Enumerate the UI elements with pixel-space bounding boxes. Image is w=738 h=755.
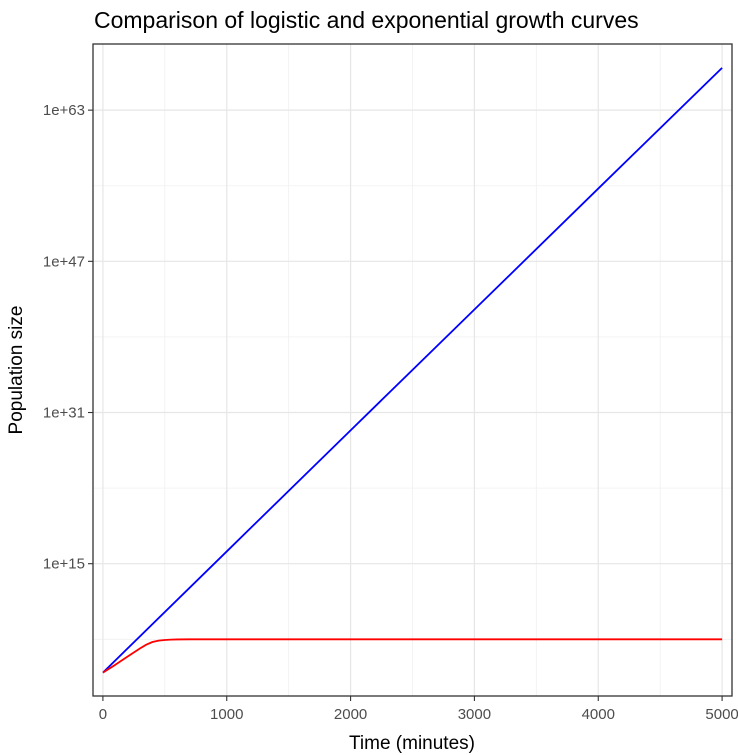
x-tick-label: 4000 <box>582 706 615 723</box>
y-axis-label: Population size <box>6 306 27 435</box>
x-tick-label: 1000 <box>210 706 243 723</box>
series-line-1 <box>102 67 723 674</box>
x-tick-label: 0 <box>99 706 107 723</box>
series-line-2 <box>102 638 723 674</box>
y-axis: 1e+15 1e+31 1e+47 1e+63 <box>43 102 93 573</box>
y-tick-label: 1e+63 <box>43 102 85 119</box>
plot-panel-border <box>92 43 733 697</box>
x-tick-label: 3000 <box>458 706 491 723</box>
series-layer <box>102 67 723 674</box>
x-tick-label: 2000 <box>334 706 367 723</box>
y-tick-label: 1e+15 <box>43 556 85 573</box>
x-axis: 0 1000 2000 3000 4000 5000 <box>99 696 738 723</box>
x-tick-label: 5000 <box>705 706 738 723</box>
y-tick-label: 1e+47 <box>43 253 85 270</box>
chart-title: Comparison of logistic and exponential g… <box>94 7 639 33</box>
y-tick-label: 1e+31 <box>43 405 85 422</box>
x-axis-label: Time (minutes) <box>349 733 475 754</box>
